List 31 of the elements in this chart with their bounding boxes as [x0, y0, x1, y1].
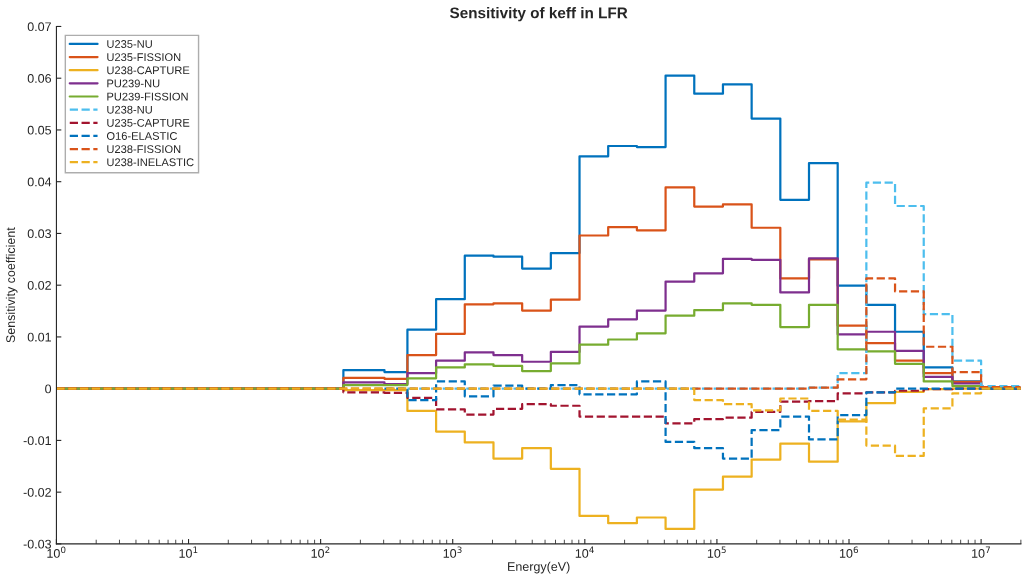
y-tick-label: 0.01: [27, 332, 51, 342]
x-axis-title: Energy(eV): [508, 561, 570, 574]
legend-label: U238-FISSION: [107, 145, 181, 154]
y-axis-title: Sensitivity coefficient: [5, 227, 18, 343]
y-tick-label: 0.04: [27, 177, 52, 187]
y-tick-label: 0.05: [27, 125, 52, 135]
x-tick-label: 10$^{2}$: [311, 546, 330, 558]
legend-label: U238-INELASTIC: [107, 158, 194, 167]
legend-label: U235-CAPTURE: [107, 118, 190, 127]
y-tick-label: 0.06: [27, 74, 52, 83]
y-tick-label: -0.03: [23, 539, 52, 549]
y-tick-label: 0.03: [27, 229, 52, 239]
x-tick-label: 10$^{6}$: [839, 546, 859, 558]
y-tick-label: -0.02: [23, 487, 51, 497]
legend-label: U235-NU: [107, 40, 152, 48]
y-tick-label: 0: [45, 384, 52, 394]
y-tick-label: 0.02: [27, 280, 51, 290]
legend-label: U238-NU: [107, 105, 152, 114]
x-tick-label: 10$^{7}$: [972, 546, 990, 558]
x-tick-label: 10$^{4}$: [575, 546, 594, 558]
x-tick-label: 10$^{1}$: [179, 546, 198, 558]
y-tick-label: 0.07: [27, 22, 51, 32]
legend-label: PU239-FISSION: [107, 92, 188, 101]
chart-title: Sensitivity of keff in LFR: [449, 7, 628, 22]
x-tick-label: 10$^{3}$: [443, 546, 462, 558]
x-tick-label: 10$^{5}$: [707, 546, 726, 558]
legend-label: O16-ELASTIC: [106, 132, 178, 140]
legend-label: U235-FISSION: [107, 53, 181, 62]
legend-label: PU239-NU: [107, 79, 160, 88]
y-tick-label: -0.01: [23, 436, 51, 446]
legend-label: U238-CAPTURE: [107, 66, 190, 75]
